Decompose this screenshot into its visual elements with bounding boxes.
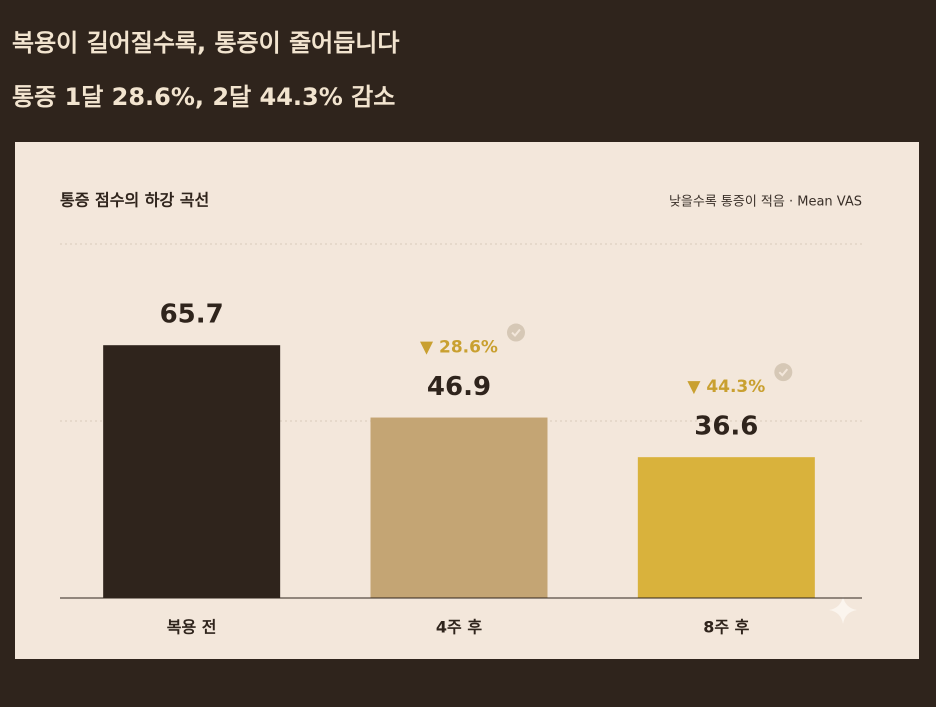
change-label: ▼ 44.3%	[687, 377, 765, 397]
page-title: 복용이 길어질수록, 통증이 줄어듭니다	[12, 29, 399, 57]
check-icon	[506, 323, 525, 342]
x-tick-label: 복용 전	[167, 618, 217, 637]
bar	[103, 345, 281, 598]
bar	[370, 417, 548, 598]
page-subtitle: 통증 1달 28.6%, 2달 44.3% 감소	[12, 83, 395, 111]
check-mark	[511, 328, 521, 338]
sparkle	[829, 596, 857, 624]
value-label: 65.7	[160, 300, 224, 330]
bar	[637, 457, 815, 598]
value-label: 36.6	[694, 412, 758, 442]
chart-title: 통증 점수의 하강 곡선	[60, 191, 209, 210]
value-label: 46.9	[427, 372, 491, 402]
check-icon	[774, 363, 793, 382]
x-tick-label: 4주 후	[436, 618, 482, 637]
check-mark	[778, 368, 789, 377]
chart-note: 낮을수록 통증이 적음 · Mean VAS	[669, 195, 862, 210]
change-label: ▼ 28.6%	[420, 338, 498, 358]
x-tick-label: 8주 후	[703, 618, 749, 637]
